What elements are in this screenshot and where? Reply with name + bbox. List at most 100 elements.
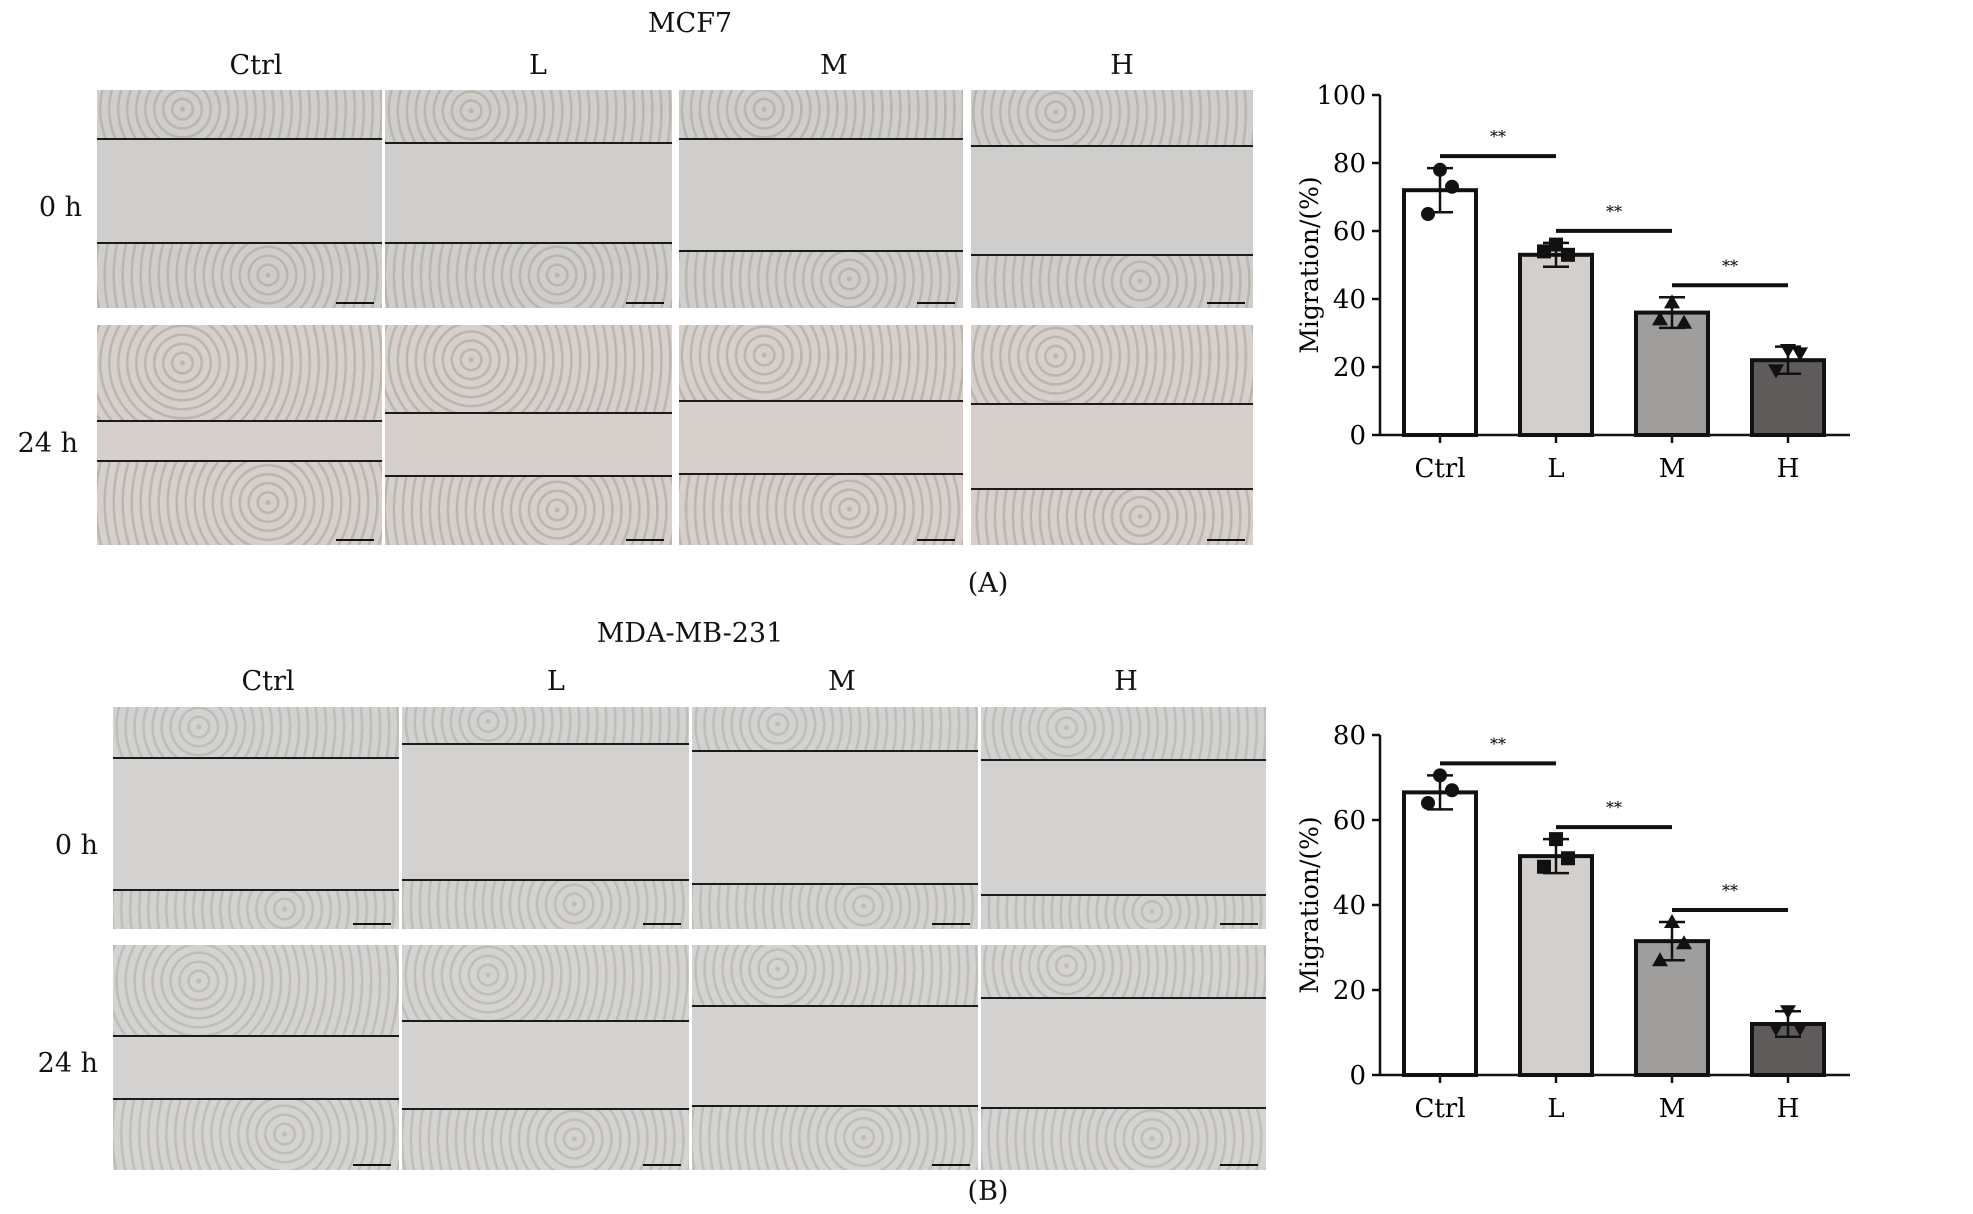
scale-bar <box>1220 923 1258 925</box>
micrograph-l-24h <box>385 325 672 545</box>
scale-bar <box>917 302 955 304</box>
panel-a-row-0h: 0 h <box>38 192 82 223</box>
micrograph-ctrl-24h <box>113 945 399 1170</box>
bar-l <box>1518 252 1594 437</box>
y-axis-label: Migration/(%) <box>1295 816 1324 993</box>
data-point <box>1537 244 1551 259</box>
wound-edge-line <box>385 475 672 477</box>
y-tick-label: 60 <box>1333 217 1366 247</box>
wound-edge-line <box>97 242 382 244</box>
panel-b-bar-chart: 0 20 40 60 80 Migration/(%) Ctrl L M H ** ** ** <box>1295 721 1850 1124</box>
wound-edge-line <box>692 1105 978 1107</box>
wound-edge-line <box>692 883 978 885</box>
scale-bar <box>626 302 664 304</box>
scale-bar <box>643 1164 681 1166</box>
data-point <box>1433 768 1447 783</box>
x-tick-label: Ctrl <box>1414 454 1465 484</box>
wound-edge-line <box>113 757 399 759</box>
scale-bar <box>1207 539 1245 541</box>
y-tick-label: 40 <box>1333 285 1366 315</box>
micrograph-l-0h <box>402 707 689 929</box>
x-tick-label: Ctrl <box>1414 1094 1465 1124</box>
bar-ctrl <box>1402 188 1478 437</box>
wound-edge-line <box>692 750 978 752</box>
x-tick-label: M <box>1659 454 1686 484</box>
micrograph-h-0h <box>981 707 1266 929</box>
cell-layer <box>113 1098 399 1170</box>
y-axis-label: Migration/(%) <box>1295 176 1324 353</box>
cell-layer <box>981 1107 1266 1170</box>
y-tick-label: 40 <box>1333 891 1366 921</box>
significance-label: ** <box>1722 256 1738 275</box>
cell-layer <box>385 90 672 142</box>
panel-b-col-ctrl: Ctrl <box>241 666 295 697</box>
y-tick-label: 0 <box>1349 1061 1366 1091</box>
micrograph-m-24h <box>692 945 978 1170</box>
wound-edge-line <box>97 420 382 422</box>
scale-bar <box>1207 302 1245 304</box>
data-point <box>1768 364 1784 379</box>
cell-layer <box>971 325 1253 403</box>
data-point <box>1433 162 1447 177</box>
wound-edge-line <box>385 242 672 244</box>
cell-layer <box>981 707 1266 759</box>
x-tick-label: L <box>1547 1094 1564 1124</box>
y-tick-label: 20 <box>1333 976 1366 1006</box>
cell-layer <box>971 254 1253 308</box>
cell-layer <box>97 460 382 545</box>
bar-l <box>1518 854 1594 1077</box>
data-point <box>1421 207 1435 221</box>
wound-edge-line <box>402 1020 689 1022</box>
cell-layer <box>97 242 382 308</box>
x-tick-label: M <box>1659 1094 1686 1124</box>
y-tick-label: 80 <box>1333 149 1366 179</box>
cell-layer <box>679 325 963 400</box>
micrograph-ctrl-24h <box>97 325 382 545</box>
cell-layer <box>97 325 382 420</box>
micrograph-m-0h <box>692 707 978 929</box>
cell-layer <box>679 473 963 545</box>
wound-edge-line <box>113 1098 399 1100</box>
scale-bar <box>626 539 664 541</box>
panel-a-col-m: M <box>820 50 848 81</box>
bar-m <box>1634 310 1710 438</box>
data-point <box>1676 314 1692 329</box>
data-point <box>1664 294 1680 309</box>
wound-edge-line <box>981 997 1266 999</box>
cell-layer <box>97 90 382 138</box>
x-tick-label: H <box>1777 454 1800 484</box>
wound-edge-line <box>679 473 963 475</box>
scale-bar <box>1220 1164 1258 1166</box>
cell-layer <box>971 90 1253 145</box>
data-point <box>1445 179 1459 194</box>
bar-m <box>1634 939 1710 1077</box>
panel-a-row-24h: 24 h <box>17 428 78 459</box>
micrograph-h-0h <box>971 90 1253 308</box>
cell-layer <box>981 945 1266 997</box>
cell-layer <box>402 707 689 743</box>
significance-label: ** <box>1606 798 1622 817</box>
cell-layer <box>402 945 689 1020</box>
micrograph-m-24h <box>679 325 963 545</box>
cell-layer <box>113 945 399 1035</box>
wound-edge-line <box>981 894 1266 896</box>
wound-edge-line <box>971 488 1253 490</box>
wound-edge-line <box>113 889 399 891</box>
wound-edge-line <box>679 400 963 402</box>
data-point <box>1780 344 1796 358</box>
cell-layer <box>113 889 399 929</box>
wound-edge-line <box>679 250 963 252</box>
data-point <box>1664 914 1680 928</box>
cell-layer <box>402 879 689 929</box>
data-point <box>1792 347 1808 362</box>
wound-edge-line <box>981 1107 1266 1109</box>
wound-edge-line <box>97 460 382 462</box>
panel-a-col-ctrl: Ctrl <box>229 50 283 81</box>
scale-bar <box>917 539 955 541</box>
wound-edge-line <box>971 145 1253 147</box>
micrograph-h-24h <box>981 945 1266 1170</box>
panel-b-col-l: L <box>547 666 565 697</box>
panel-a-col-l: L <box>529 50 547 81</box>
cell-layer <box>679 250 963 308</box>
cell-layer <box>385 325 672 412</box>
